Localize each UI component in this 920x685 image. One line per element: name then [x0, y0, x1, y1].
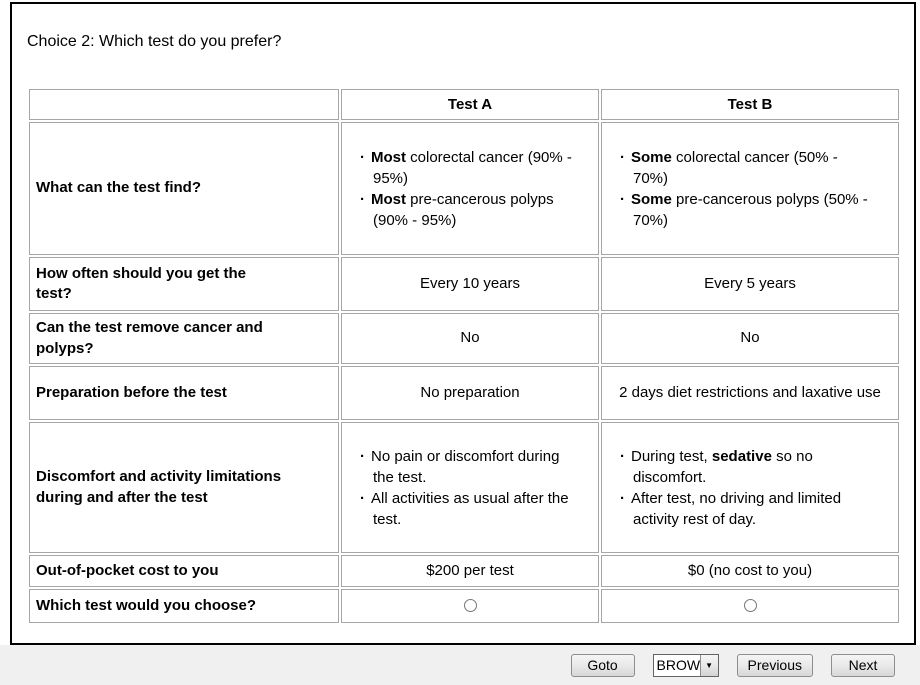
row-label-discomfort: Discomfort and activity limitations duri… [29, 422, 339, 553]
bullet-item: After test, no driving and limited activ… [620, 488, 873, 530]
bullet-item: All activities as usual after the test. [360, 488, 573, 530]
row-label-cost: Out-of-pocket cost to you [29, 555, 339, 587]
test-a-cost-cell: $200 per test [341, 555, 599, 587]
bullet-item: During test, sedative so no discomfort. [620, 446, 873, 488]
previous-button[interactable]: Previous [736, 653, 813, 677]
test-b-preparation-cell: 2 days diet restrictions and laxative us… [601, 366, 899, 420]
survey-content-frame: Choice 2: Which test do you prefer? Test… [10, 2, 916, 645]
test-comparison-table: Test A Test B What can the test find? Mo… [27, 87, 901, 625]
bullet-item: Some colorectal cancer (50% - 70%) [620, 147, 873, 189]
test-a-removal-cell: No [341, 313, 599, 364]
table-row: How often should you get the test? Every… [29, 257, 899, 311]
test-b-radio[interactable] [743, 599, 757, 613]
bullet-list: Some colorectal cancer (50% - 70%)Some p… [620, 147, 873, 231]
test-a-preparation-cell: No preparation [341, 366, 599, 420]
bullet-list: During test, sedative so no discomfort.A… [620, 446, 873, 530]
browser-combobox[interactable]: BROWS ▼ [652, 653, 719, 677]
table-row: What can the test find? Most colorectal … [29, 122, 899, 255]
chevron-down-icon[interactable]: ▼ [699, 654, 718, 676]
bullet-item: Most colorectal cancer (90% - 95%) [360, 147, 573, 189]
test-a-column-header: Test A [341, 89, 599, 120]
test-b-column-header: Test B [601, 89, 899, 120]
row-label-removal: Can the test remove cancer and polyps? [29, 313, 339, 364]
next-button[interactable]: Next [831, 653, 895, 677]
test-a-discomfort-cell: No pain or discomfort during the test.Al… [341, 422, 599, 553]
footer-toolbar: Goto BROWS ▼ Previous Next [0, 645, 920, 685]
test-a-frequency-cell: Every 10 years [341, 257, 599, 311]
test-a-choice-cell [341, 589, 599, 623]
bullet-item: Most pre-cancerous polyps (90% - 95%) [360, 189, 573, 231]
test-b-cost-cell: $0 (no cost to you) [601, 555, 899, 587]
bullet-list: Most colorectal cancer (90% - 95%)Most p… [360, 147, 573, 231]
table-header-row: Test A Test B [29, 89, 899, 120]
test-a-radio[interactable] [463, 599, 477, 613]
table-row: Out-of-pocket cost to you $200 per test … [29, 555, 899, 587]
corner-header-cell [29, 89, 339, 120]
test-b-frequency-cell: Every 5 years [601, 257, 899, 311]
table-row: Which test would you choose? [29, 589, 899, 623]
test-a-find-cell: Most colorectal cancer (90% - 95%)Most p… [341, 122, 599, 255]
table-row: Discomfort and activity limitations duri… [29, 422, 899, 553]
test-b-find-cell: Some colorectal cancer (50% - 70%)Some p… [601, 122, 899, 255]
row-label-choose: Which test would you choose? [29, 589, 339, 623]
bullet-item: No pain or discomfort during the test. [360, 446, 573, 488]
bullet-item: Some pre-cancerous polyps (50% - 70%) [620, 189, 873, 231]
page-title: Choice 2: Which test do you prefer? [27, 33, 282, 50]
browser-combobox-value: BROWS [656, 656, 700, 673]
test-b-choice-cell [601, 589, 899, 623]
table-row: Preparation before the test No preparati… [29, 366, 899, 420]
row-label-find: What can the test find? [29, 122, 339, 255]
row-label-frequency: How often should you get the test? [29, 257, 339, 311]
test-b-removal-cell: No [601, 313, 899, 364]
bullet-list: No pain or discomfort during the test.Al… [360, 446, 573, 530]
goto-button[interactable]: Goto [570, 653, 635, 677]
table-row: Can the test remove cancer and polyps? N… [29, 313, 899, 364]
row-label-preparation: Preparation before the test [29, 366, 339, 420]
test-b-discomfort-cell: During test, sedative so no discomfort.A… [601, 422, 899, 553]
